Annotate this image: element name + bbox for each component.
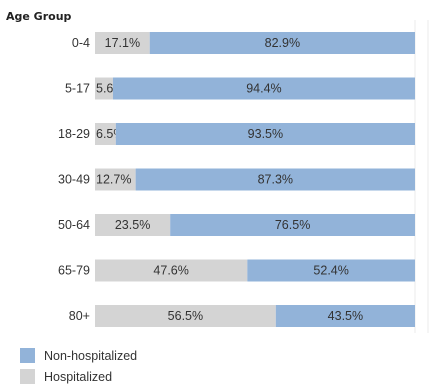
stacked-bar-chart: 0-4 17.1% 82.9%5-17 5.6% 94.4%18-29 6.5% 93.5%… (58, 20, 429, 333)
data-label-non-hospitalized-50-64: 76.5% (275, 218, 310, 232)
legend-swatch-non-hospitalized (20, 348, 35, 363)
data-label-hospitalized-0-4: 17.1% (105, 36, 140, 50)
bar-non-hospitalized-18-29 (115, 123, 416, 145)
bar-hospitalized-50-64 (95, 214, 171, 236)
bar-non-hospitalized-30-49 (135, 168, 415, 191)
data-label-non-hospitalized-18-29: 93.5% (248, 127, 283, 141)
category-label-65-79: 65-79 (58, 264, 90, 278)
data-label-non-hospitalized-65-79: 52.4% (313, 264, 348, 278)
legend-swatch-hospitalized (20, 369, 35, 384)
category-label-80+: 80+ (69, 309, 90, 323)
bar-non-hospitalized-5-17 (112, 77, 416, 100)
bar-hospitalized-5-17 (95, 77, 113, 100)
legend-label-non-hospitalized: Non-hospitalized (44, 348, 138, 363)
legend: Non-hospitalized Hospitalized (20, 345, 137, 387)
category-label-5-17: 5-17 (65, 82, 90, 96)
data-label-hospitalized-65-79: 47.6% (153, 264, 188, 278)
category-label-18-29: 18-29 (58, 127, 90, 141)
data-label-non-hospitalized-30-49: 87.3% (258, 173, 293, 187)
category-label-50-64: 50-64 (58, 218, 90, 232)
data-label-hospitalized-80+: 56.5% (168, 309, 203, 323)
y-axis-title: Age Group (6, 10, 72, 23)
data-label-hospitalized-30-49: 12.7% (96, 173, 131, 187)
data-label-non-hospitalized-80+: 43.5% (328, 309, 363, 323)
data-label-non-hospitalized-0-4: 82.9% (265, 36, 300, 50)
legend-label-hospitalized: Hospitalized (44, 369, 113, 384)
bar-non-hospitalized-65-79 (247, 259, 415, 282)
legend-item-non-hospitalized[interactable]: Non-hospitalized (20, 345, 137, 366)
bar-hospitalized-65-79 (95, 259, 248, 282)
bar-hospitalized-30-49 (95, 168, 136, 191)
bar-hospitalized-80+ (95, 305, 276, 327)
bar-non-hospitalized-80+ (275, 305, 415, 327)
data-label-hospitalized-50-64: 23.5% (115, 218, 150, 232)
bar-non-hospitalized-0-4 (149, 32, 415, 54)
bar-hospitalized-0-4 (95, 32, 150, 54)
data-label-non-hospitalized-5-17: 94.4% (246, 82, 281, 96)
legend-item-hospitalized[interactable]: Hospitalized (20, 366, 137, 387)
bar-hospitalized-18-29 (95, 123, 116, 145)
category-label-0-4: 0-4 (72, 36, 90, 50)
bar-non-hospitalized-50-64 (170, 214, 415, 236)
category-label-30-49: 30-49 (58, 173, 90, 187)
